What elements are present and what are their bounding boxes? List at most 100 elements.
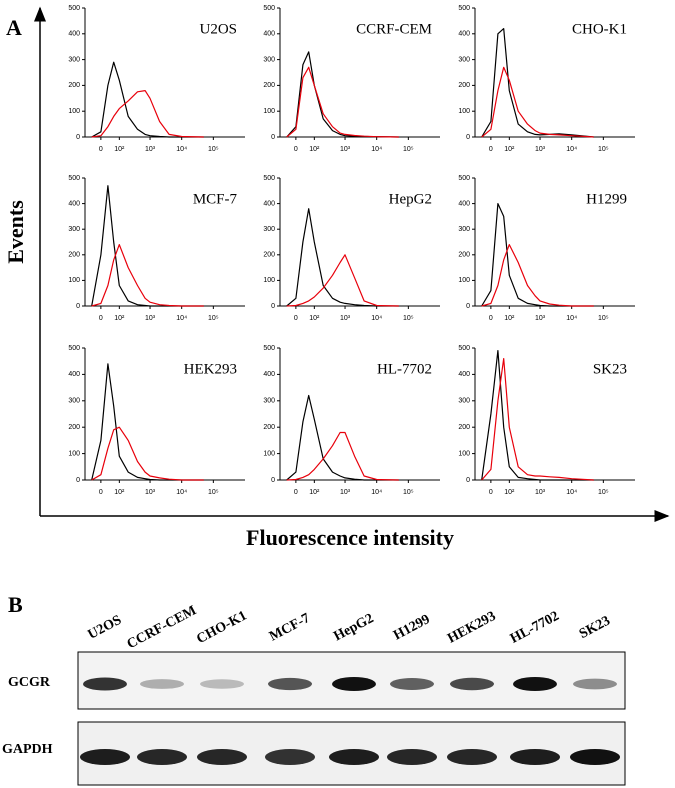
x-tick-label: 10² <box>114 315 125 322</box>
x-tick-label: 0 <box>489 146 493 153</box>
x-tick-label: 10² <box>309 146 320 153</box>
histogram-line <box>91 244 204 307</box>
band <box>137 749 187 765</box>
x-tick-label: 10² <box>504 315 515 322</box>
y-tick-label: 100 <box>263 450 275 457</box>
x-tick-label: 10³ <box>340 489 351 496</box>
lane-label: CCRF-CEM <box>125 603 199 652</box>
histogram-line <box>286 394 399 481</box>
y-tick-label: 0 <box>271 303 275 310</box>
x-tick-label: 10⁴ <box>371 146 382 153</box>
x-tick-label: 10⁴ <box>176 489 187 496</box>
x-axis-title: Fluorescence intensity <box>246 525 454 550</box>
lane-label: HL-7702 <box>508 609 562 647</box>
y-tick-label: 100 <box>68 450 80 457</box>
histogram-line <box>91 185 204 307</box>
y-tick-label: 200 <box>68 424 80 431</box>
histogram-line <box>481 66 594 138</box>
y-tick-label: 400 <box>68 31 80 38</box>
y-tick-label: 100 <box>458 450 470 457</box>
x-tick-label: 10³ <box>145 146 156 153</box>
panel-label: B <box>8 592 23 617</box>
panel-title: HEK293 <box>184 361 237 377</box>
histogram-line <box>481 203 594 307</box>
histogram-line <box>286 208 399 307</box>
x-tick-label: 10³ <box>145 315 156 322</box>
histogram-line <box>91 426 204 481</box>
band <box>332 677 376 691</box>
band <box>200 679 244 689</box>
band <box>510 749 560 765</box>
y-tick-label: 300 <box>263 56 275 63</box>
y-tick-label: 100 <box>263 277 275 284</box>
y-tick-label: 200 <box>458 424 470 431</box>
x-tick-label: 10² <box>114 489 125 496</box>
y-tick-label: 500 <box>263 5 275 12</box>
panel-title: HepG2 <box>389 191 432 207</box>
histogram-line <box>481 350 594 481</box>
y-tick-label: 400 <box>263 31 275 38</box>
y-tick-label: 0 <box>466 134 470 141</box>
x-tick-label: 0 <box>294 489 298 496</box>
panel-title: CCRF-CEM <box>356 21 432 37</box>
x-tick-label: 10³ <box>535 489 546 496</box>
y-tick-label: 300 <box>68 226 80 233</box>
y-tick-label: 400 <box>263 371 275 378</box>
y-axis-title: Events <box>3 200 28 264</box>
blot-row-label: GAPDH <box>2 742 53 757</box>
x-tick-label: 10⁴ <box>176 315 187 322</box>
x-tick-label: 10⁵ <box>403 146 414 153</box>
x-tick-label: 0 <box>294 315 298 322</box>
y-tick-label: 0 <box>271 477 275 484</box>
lane-label: U2OS <box>86 613 125 643</box>
y-tick-label: 400 <box>68 200 80 207</box>
histogram-line <box>286 431 399 481</box>
y-tick-label: 500 <box>458 345 470 352</box>
x-tick-label: 10³ <box>535 146 546 153</box>
y-tick-label: 300 <box>458 56 470 63</box>
lane-label: HepG2 <box>331 611 376 644</box>
x-tick-label: 10⁵ <box>208 489 219 496</box>
y-tick-label: 100 <box>458 277 470 284</box>
x-tick-label: 10² <box>114 146 125 153</box>
x-tick-label: 10⁴ <box>371 489 382 496</box>
lane-label: MCF-7 <box>267 611 312 645</box>
histogram-line <box>91 61 204 138</box>
y-tick-label: 0 <box>76 134 80 141</box>
y-tick-label: 300 <box>68 56 80 63</box>
band <box>447 749 497 765</box>
x-tick-label: 10³ <box>340 315 351 322</box>
panel-label: A <box>6 15 22 40</box>
x-tick-label: 10² <box>504 489 515 496</box>
y-tick-label: 400 <box>68 371 80 378</box>
histogram-line <box>481 28 594 138</box>
y-tick-label: 200 <box>68 252 80 259</box>
x-tick-label: 10² <box>309 315 320 322</box>
band <box>268 677 312 691</box>
y-tick-label: 100 <box>458 108 470 115</box>
panel-title: CHO-K1 <box>572 21 627 37</box>
y-tick-label: 0 <box>466 303 470 310</box>
panel-title: MCF-7 <box>193 191 238 207</box>
panel-title: SK23 <box>593 361 627 377</box>
histogram-line <box>286 51 399 138</box>
y-tick-label: 100 <box>68 108 80 115</box>
x-tick-label: 0 <box>99 489 103 496</box>
y-tick-label: 500 <box>68 5 80 12</box>
y-tick-label: 0 <box>271 134 275 141</box>
band <box>329 749 379 765</box>
x-tick-label: 10⁵ <box>598 146 609 153</box>
x-tick-label: 0 <box>489 489 493 496</box>
y-tick-label: 500 <box>458 5 470 12</box>
y-tick-label: 200 <box>263 82 275 89</box>
y-tick-label: 200 <box>458 252 470 259</box>
y-tick-label: 0 <box>466 477 470 484</box>
x-tick-label: 10³ <box>145 489 156 496</box>
x-tick-label: 10⁴ <box>566 489 577 496</box>
y-tick-label: 500 <box>68 345 80 352</box>
histogram-line <box>481 358 594 481</box>
x-tick-label: 0 <box>99 146 103 153</box>
x-tick-label: 10⁵ <box>598 489 609 496</box>
x-tick-label: 10⁵ <box>403 489 414 496</box>
